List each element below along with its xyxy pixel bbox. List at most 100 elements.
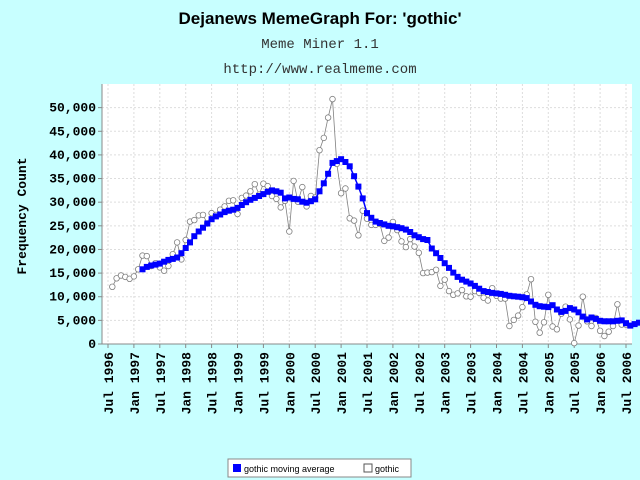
gothic-point	[113, 275, 120, 282]
y-tick-label: 0	[88, 337, 96, 352]
legend: gothic moving average gothic	[227, 458, 412, 478]
legend-label-moving-average: gothic moving average	[244, 464, 335, 474]
moving-average-point	[502, 291, 509, 298]
moving-average-point	[592, 315, 599, 322]
gothic-point	[532, 318, 539, 325]
gothic-point	[579, 293, 586, 300]
gothic-point	[596, 327, 604, 334]
gothic-point	[355, 232, 362, 239]
y-tick-label: 15,000	[49, 266, 96, 281]
moving-average-point	[558, 308, 565, 315]
gothic-point	[484, 297, 492, 304]
gothic-point	[229, 197, 237, 204]
moving-average-point	[428, 245, 435, 252]
moving-average-point	[398, 225, 405, 232]
moving-average-point	[316, 188, 323, 195]
gothic-point	[467, 293, 474, 300]
gothic-point	[536, 329, 543, 336]
moving-average-point	[584, 316, 591, 323]
moving-average-point	[553, 306, 560, 313]
moving-average-point	[169, 255, 176, 262]
moving-average-point	[256, 193, 263, 199]
moving-average-point	[623, 320, 629, 327]
moving-average-point	[225, 207, 232, 214]
gothic-point	[415, 249, 422, 256]
gothic-point	[337, 189, 345, 197]
moving-average-point	[463, 278, 470, 285]
moving-average-point	[549, 302, 556, 309]
y-tick-label: 5,000	[57, 313, 96, 328]
moving-average-point	[614, 317, 621, 324]
x-tick-label: Jul 1997	[154, 352, 169, 414]
gothic-point	[510, 316, 517, 324]
moving-average-point	[307, 198, 314, 205]
gothic-point	[445, 287, 453, 295]
moving-average-point	[381, 221, 388, 228]
x-tick-label: Jul 2006	[620, 352, 635, 415]
gothic-point	[385, 234, 392, 241]
moving-average-point	[152, 261, 159, 268]
moving-average-point	[385, 222, 392, 229]
moving-average-point	[536, 303, 543, 310]
moving-average-point	[260, 191, 267, 198]
x-tick-label: Jan 2006	[594, 352, 609, 415]
y-axis-label: Frequency Count	[15, 157, 30, 274]
legend-label-gothic: gothic	[375, 464, 400, 474]
gothic-point	[320, 134, 327, 142]
moving-average-point	[424, 237, 431, 243]
moving-average-point	[286, 194, 293, 201]
moving-average-point	[187, 239, 193, 246]
moving-average-point	[420, 236, 427, 243]
x-tick-label: Jan 2000	[283, 352, 298, 415]
moving-average-point	[156, 260, 163, 267]
gothic-point	[143, 252, 150, 260]
moving-average-point	[618, 317, 625, 324]
x-axis: Jul 1996 Jan 1997 Jul 1997 Jan 1998 Jul 1998…	[102, 343, 635, 415]
gothic-point	[454, 290, 461, 297]
y-tick-label: 20,000	[49, 242, 96, 257]
gothic-point	[514, 312, 522, 319]
moving-average-point	[212, 213, 219, 220]
chart-subtitle: Meme Miner 1.1	[261, 37, 379, 53]
gothic-point	[458, 286, 466, 294]
chart-title: Dejanews MemeGraph For: 'gothic'	[179, 9, 462, 28]
moving-average-point	[359, 195, 366, 202]
moving-average-point	[208, 216, 215, 223]
moving-average-point	[411, 232, 418, 239]
x-tick-label: Jul 2003	[465, 352, 480, 415]
moving-average-point	[273, 188, 280, 195]
moving-average-point	[277, 189, 284, 196]
gothic-point	[553, 326, 561, 333]
x-tick-label: Jan 2001	[335, 352, 350, 415]
gothic-point	[299, 183, 306, 191]
moving-average-point	[364, 210, 370, 217]
moving-average-point	[243, 199, 250, 206]
moving-average-point	[588, 314, 595, 321]
gothic-point	[527, 276, 535, 283]
moving-average-point	[178, 250, 185, 257]
moving-average-point	[571, 306, 578, 313]
gothic-point	[277, 204, 284, 211]
moving-average-point	[575, 309, 582, 316]
moving-average-point	[476, 285, 483, 292]
moving-average-point	[230, 206, 237, 213]
moving-average-point	[562, 307, 569, 314]
gothic-point	[316, 146, 323, 154]
gothic-point	[381, 237, 388, 245]
moving-average-point	[312, 196, 319, 203]
moving-average-point	[480, 288, 487, 295]
moving-average-point	[459, 276, 465, 283]
gothic-point	[519, 303, 526, 311]
gothic-point	[398, 238, 405, 245]
moving-average-point	[182, 245, 189, 251]
x-tick-label: Jan 2002	[387, 352, 402, 415]
moving-average-point	[294, 196, 301, 203]
moving-average-point	[338, 156, 345, 163]
moving-average-point	[217, 211, 224, 218]
y-tick-label: 35,000	[49, 172, 96, 187]
moving-average-point	[234, 204, 241, 211]
moving-average-point	[532, 301, 539, 308]
gothic-point	[350, 217, 358, 224]
moving-average-point	[200, 224, 206, 231]
